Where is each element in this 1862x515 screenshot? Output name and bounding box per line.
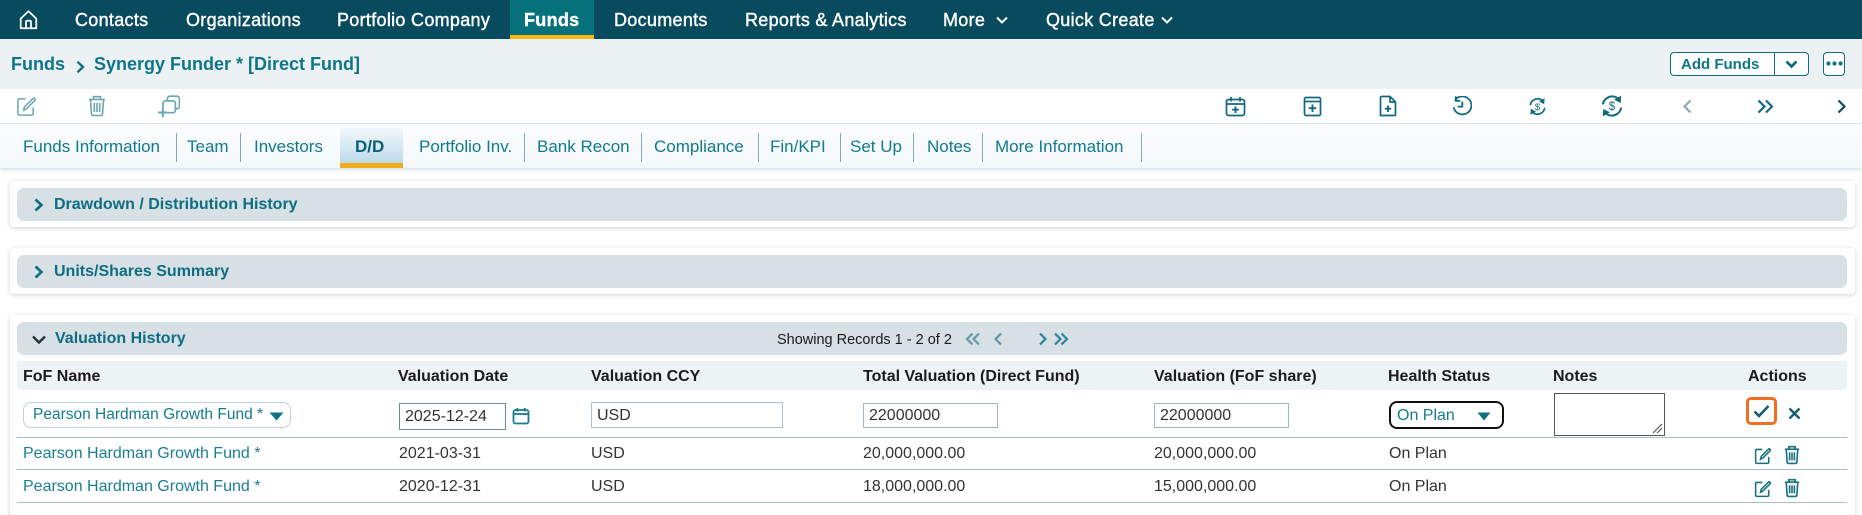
- svg-text:$: $: [1609, 101, 1616, 113]
- svg-text:$: $: [1535, 102, 1541, 113]
